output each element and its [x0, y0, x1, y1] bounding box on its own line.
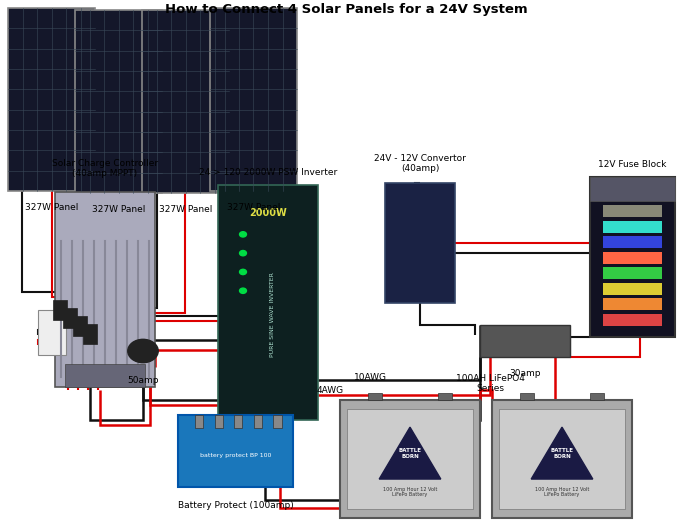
Polygon shape: [379, 427, 441, 479]
Bar: [603, 314, 662, 326]
Text: BATTLE
BORN: BATTLE BORN: [399, 448, 421, 458]
Text: 24V - 12V Convertor
(40amp): 24V - 12V Convertor (40amp): [374, 153, 466, 173]
FancyBboxPatch shape: [65, 364, 145, 387]
Circle shape: [239, 288, 246, 294]
Text: 30amp: 30amp: [509, 369, 540, 378]
Text: 327W Panel: 327W Panel: [158, 205, 212, 214]
Bar: [53, 300, 67, 320]
FancyBboxPatch shape: [178, 415, 293, 487]
FancyBboxPatch shape: [8, 8, 95, 191]
Text: 100AH LiFePO4
Series: 100AH LiFePO4 Series: [455, 374, 525, 393]
Text: Solar Charge Controller
(40amp MPPT): Solar Charge Controller (40amp MPPT): [52, 159, 158, 178]
FancyBboxPatch shape: [590, 177, 675, 337]
Bar: [603, 298, 662, 310]
Bar: [235, 415, 242, 428]
FancyBboxPatch shape: [385, 183, 455, 303]
Text: 327W Panel: 327W Panel: [227, 203, 280, 212]
Text: 10AWG: 10AWG: [354, 373, 387, 382]
Circle shape: [128, 339, 158, 363]
Bar: [73, 316, 87, 336]
Text: 100 Amp Hour 12 Volt
LiFePo Battery: 100 Amp Hour 12 Volt LiFePo Battery: [535, 486, 589, 498]
FancyBboxPatch shape: [38, 310, 66, 355]
Text: BATTLE
BORN: BATTLE BORN: [551, 448, 574, 458]
Bar: [520, 393, 534, 400]
Text: 24 > 120 2000W PSW Inverter: 24 > 120 2000W PSW Inverter: [199, 168, 337, 177]
FancyBboxPatch shape: [480, 325, 570, 357]
Bar: [195, 415, 203, 428]
Circle shape: [239, 232, 246, 237]
Text: 327W Panel: 327W Panel: [25, 203, 78, 212]
Bar: [603, 267, 662, 279]
FancyBboxPatch shape: [75, 10, 162, 193]
FancyBboxPatch shape: [210, 8, 297, 191]
Text: How to Connect 4 Solar Panels for a 24V System: How to Connect 4 Solar Panels for a 24V …: [165, 3, 527, 16]
Bar: [603, 221, 662, 233]
Bar: [603, 205, 662, 217]
Polygon shape: [531, 427, 593, 479]
Text: 12V Fuse Block: 12V Fuse Block: [599, 160, 666, 169]
Text: 50amp: 50amp: [127, 376, 158, 385]
Text: 100 Amp Hour 12 Volt
LiFePo Battery: 100 Amp Hour 12 Volt LiFePo Battery: [383, 486, 437, 498]
Bar: [438, 393, 452, 400]
FancyBboxPatch shape: [55, 192, 155, 387]
Bar: [603, 252, 662, 264]
Text: 2000W: 2000W: [249, 208, 287, 218]
Circle shape: [239, 269, 246, 275]
Bar: [590, 393, 604, 400]
Bar: [368, 393, 382, 400]
Bar: [254, 415, 262, 428]
Text: Battery Protect (100amp): Battery Protect (100amp): [178, 501, 293, 510]
FancyBboxPatch shape: [218, 185, 318, 420]
FancyBboxPatch shape: [590, 177, 675, 201]
Bar: [273, 415, 282, 428]
FancyBboxPatch shape: [340, 400, 480, 518]
Text: 4AWG: 4AWG: [316, 386, 343, 395]
Circle shape: [239, 251, 246, 256]
Bar: [603, 236, 662, 248]
Text: battery protect BP 100: battery protect BP 100: [200, 453, 271, 458]
Bar: [215, 415, 223, 428]
Bar: [603, 283, 662, 295]
FancyBboxPatch shape: [492, 400, 632, 518]
FancyBboxPatch shape: [499, 409, 625, 509]
FancyBboxPatch shape: [142, 10, 229, 193]
Bar: [63, 308, 77, 328]
Text: 327W Panel: 327W Panel: [92, 205, 145, 214]
Text: PURE SINE WAVE INVERTER: PURE SINE WAVE INVERTER: [271, 272, 275, 357]
Bar: [83, 324, 97, 344]
FancyBboxPatch shape: [347, 409, 473, 509]
